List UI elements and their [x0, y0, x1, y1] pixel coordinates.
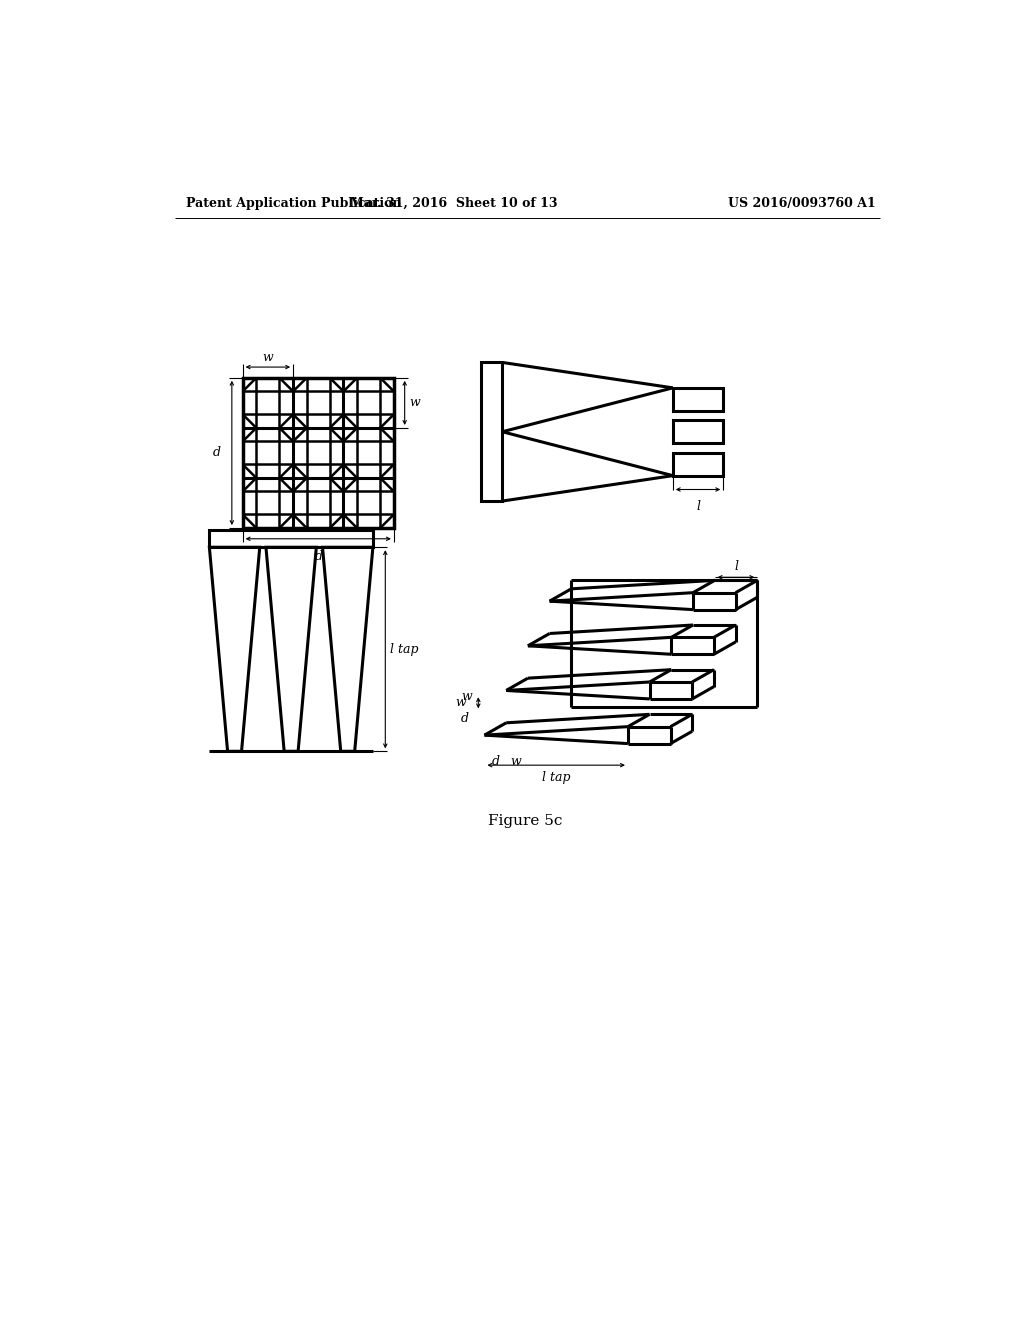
Text: w: w — [262, 351, 273, 364]
Bar — [480, 363, 503, 502]
Text: d: d — [314, 549, 323, 562]
Text: Patent Application Publication: Patent Application Publication — [186, 197, 401, 210]
Text: l: l — [696, 500, 700, 513]
Text: Mar. 31, 2016  Sheet 10 of 13: Mar. 31, 2016 Sheet 10 of 13 — [350, 197, 557, 210]
Bar — [673, 420, 723, 444]
Text: US 2016/0093760 A1: US 2016/0093760 A1 — [728, 197, 877, 210]
Bar — [673, 453, 723, 475]
Text: d: d — [461, 713, 469, 726]
Text: l tap: l tap — [390, 643, 419, 656]
Text: w: w — [510, 755, 521, 768]
Text: l: l — [734, 560, 738, 573]
Text: l tap: l tap — [542, 771, 570, 784]
Bar — [673, 388, 723, 411]
Text: w: w — [455, 696, 466, 709]
Text: w: w — [410, 396, 420, 409]
Text: Figure 5c: Figure 5c — [487, 813, 562, 828]
Text: d: d — [213, 446, 221, 459]
Text: d: d — [492, 755, 500, 768]
Bar — [243, 378, 394, 528]
Bar — [209, 531, 373, 548]
Text: w: w — [462, 690, 472, 704]
